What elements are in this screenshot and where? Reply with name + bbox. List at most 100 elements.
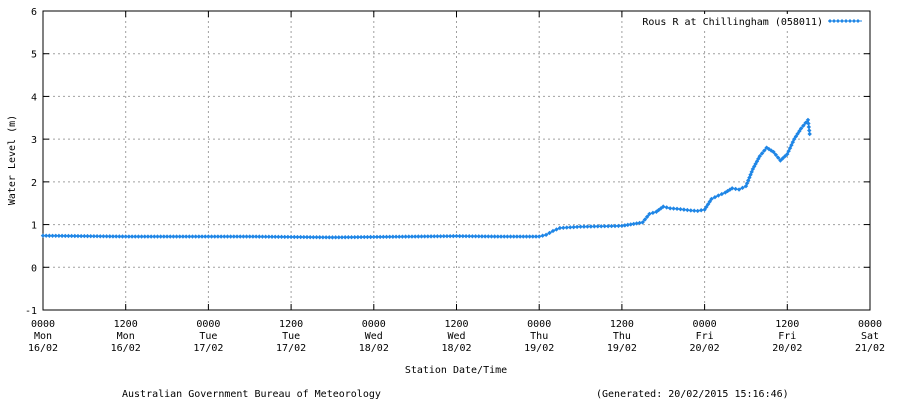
- series-point: [381, 234, 386, 240]
- series-point: [228, 234, 233, 239]
- series-point: [585, 224, 590, 229]
- series-point: [158, 234, 163, 239]
- series-point: [612, 223, 618, 229]
- series-point: [212, 234, 217, 239]
- series-point: [640, 220, 645, 225]
- series-point: [203, 234, 208, 239]
- series-point: [705, 202, 711, 207]
- series-point: [355, 234, 361, 240]
- series-point: [47, 233, 52, 238]
- series-point: [282, 234, 287, 240]
- series-point: [187, 234, 192, 239]
- series-point: [581, 224, 587, 229]
- x-tick-label: 18/02: [441, 343, 471, 354]
- x-tick-label: 0000: [31, 319, 55, 330]
- series-point: [177, 234, 182, 239]
- series-point: [371, 234, 376, 240]
- legend: Rous R at Chillingham (058011): [638, 14, 866, 30]
- series-point: [782, 154, 788, 159]
- series-point: [209, 234, 214, 239]
- series-point: [257, 234, 262, 239]
- x-tick-label: 18/02: [359, 343, 389, 354]
- series-point: [540, 233, 545, 238]
- legend-swatch-marker: [844, 19, 848, 23]
- x-tick-label: Fri: [696, 331, 714, 342]
- series-point: [486, 234, 491, 239]
- series-point: [368, 234, 373, 240]
- series-point: [482, 234, 488, 239]
- series-point: [564, 225, 569, 230]
- series-point: [622, 223, 628, 228]
- series-point: [637, 220, 642, 226]
- series-point: [473, 234, 478, 239]
- series-point: [231, 234, 237, 239]
- series-point: [362, 234, 367, 240]
- series-point: [605, 223, 611, 229]
- series-point: [647, 211, 652, 217]
- series-point: [107, 234, 112, 239]
- y-tick-label: 3: [31, 135, 37, 146]
- x-tick-label: 19/02: [607, 343, 637, 354]
- axis-ticks: [42, 10, 871, 311]
- series-point: [266, 234, 272, 239]
- series-point: [174, 234, 179, 239]
- series-point: [762, 148, 767, 153]
- series-point: [628, 222, 633, 227]
- legend-swatch-marker: [828, 19, 832, 23]
- series-point: [780, 156, 785, 161]
- legend-background: [638, 14, 866, 30]
- series-point: [736, 187, 742, 192]
- series-point: [377, 234, 383, 240]
- x-tick-label: Mon: [34, 331, 52, 342]
- series-point: [533, 234, 539, 239]
- series-point: [180, 234, 186, 239]
- series-point: [467, 234, 472, 239]
- series-point: [654, 209, 659, 214]
- series-point: [479, 234, 485, 239]
- series-point: [330, 235, 335, 240]
- series-point: [460, 233, 466, 239]
- series-point: [759, 151, 765, 156]
- series-point: [704, 204, 709, 210]
- footer-attribution: Australian Government Bureau of Meteorol…: [122, 389, 381, 400]
- series-point: [678, 206, 683, 212]
- series-point: [568, 225, 573, 230]
- series-point: [75, 233, 81, 239]
- series-point: [222, 234, 227, 239]
- series-point: [787, 145, 793, 151]
- series-point: [667, 206, 673, 211]
- series-point: [707, 199, 712, 204]
- series-point: [508, 234, 513, 239]
- series-point: [447, 233, 453, 239]
- series-point: [803, 120, 808, 125]
- series-point: [805, 117, 811, 123]
- series-point: [789, 142, 794, 148]
- series-point: [795, 131, 800, 137]
- series-point: [247, 234, 252, 239]
- legend-swatch-markers: [828, 19, 860, 23]
- series-point: [753, 161, 758, 167]
- series-point: [725, 188, 730, 194]
- series-point: [225, 234, 230, 239]
- series-point: [148, 234, 154, 239]
- series-point: [171, 234, 176, 239]
- x-axis-title: Station Date/Time: [405, 365, 507, 376]
- series-point: [250, 234, 256, 239]
- legend-swatch-marker: [852, 19, 856, 23]
- series-point: [537, 234, 542, 239]
- series-point: [554, 227, 559, 232]
- series-point: [771, 149, 776, 155]
- series-point: [393, 234, 399, 239]
- series-point: [644, 214, 650, 219]
- series-point: [785, 151, 790, 157]
- series-point: [53, 233, 58, 239]
- series-point: [747, 175, 752, 180]
- series-point: [495, 234, 501, 239]
- series-point: [40, 233, 46, 238]
- x-tick-label: 1200: [444, 319, 468, 330]
- series-point: [190, 234, 195, 239]
- series-point: [346, 235, 351, 240]
- series-point: [164, 234, 170, 239]
- grid-lines: [43, 11, 870, 310]
- y-tick-label: 1: [31, 221, 37, 232]
